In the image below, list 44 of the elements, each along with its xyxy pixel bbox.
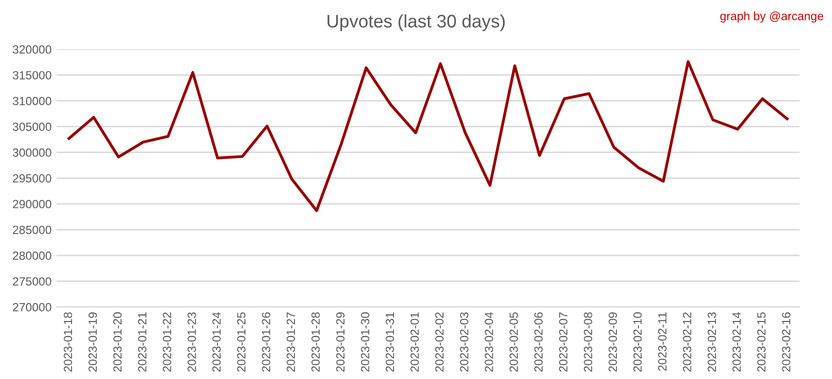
x-tick-label: 2023-02-03 bbox=[460, 312, 468, 372]
y-tick-label: 315000 bbox=[12, 71, 52, 80]
x-tick-label: 2023-01-23 bbox=[188, 312, 196, 372]
x-tick-label: 2023-02-13 bbox=[708, 312, 716, 372]
x-tick-label: 2023-01-30 bbox=[360, 312, 370, 372]
x-tick-label: 2023-02-02 bbox=[435, 312, 444, 372]
x-tick-label: 2023-01-18 bbox=[64, 312, 72, 372]
x-tick-label: 2023-01-24 bbox=[212, 312, 221, 372]
y-tick-label: 285000 bbox=[12, 226, 52, 234]
x-tick-label: 2023-02-14 bbox=[732, 312, 741, 372]
x-tick-label: 2023-01-26 bbox=[262, 312, 270, 372]
x-tick-label: 2023-01-19 bbox=[88, 312, 97, 372]
y-tick-label: 270000 bbox=[12, 303, 52, 312]
y-tick-label: 290000 bbox=[12, 200, 52, 208]
y-tick-label: 310000 bbox=[12, 96, 52, 106]
x-tick-label: 2023-02-08 bbox=[584, 312, 592, 372]
x-tick-label: 2023-02-10 bbox=[633, 312, 642, 372]
x-tick-label: 2023-02-05 bbox=[510, 312, 518, 372]
x-tick-label: 2023-02-15 bbox=[757, 312, 766, 372]
y-tick-label: 305000 bbox=[12, 122, 52, 131]
x-tick-label: 2023-01-27 bbox=[286, 312, 296, 372]
y-tick-label: 275000 bbox=[12, 277, 52, 286]
y-tick-label: 300000 bbox=[12, 148, 52, 157]
x-tick-label: 2023-01-25 bbox=[237, 312, 246, 372]
x-tick-label: 2023-01-28 bbox=[311, 312, 320, 372]
x-tick-label: 2023-01-21 bbox=[138, 312, 146, 372]
y-tick-label: 295000 bbox=[12, 174, 52, 183]
x-tick-label: 2023-02-12 bbox=[682, 312, 692, 372]
y-tick-label: 280000 bbox=[12, 251, 52, 260]
x-tick-label: 2023-02-16 bbox=[782, 312, 790, 372]
x-tick-label: 2023-01-22 bbox=[162, 312, 172, 372]
x-tick-label: 2023-02-01 bbox=[410, 312, 419, 372]
x-tick-label: 2023-01-20 bbox=[113, 312, 122, 372]
line-series bbox=[68, 60, 789, 212]
x-tick-label: 2023-02-06 bbox=[534, 312, 543, 372]
x-tick-label: 2023-02-07 bbox=[559, 312, 568, 372]
y-tick-label: 320000 bbox=[12, 45, 52, 54]
x-tick-label: 2023-01-29 bbox=[336, 312, 345, 372]
x-tick-label: 2023-02-04 bbox=[484, 312, 494, 372]
x-tick-label: 2023-02-09 bbox=[608, 312, 617, 372]
text: graph by @arcange bbox=[720, 12, 824, 23]
chart-title: Upvotes (last 30 days) bbox=[328, 14, 505, 32]
x-tick-label: 2023-02-11 bbox=[658, 312, 667, 371]
x-tick-label: 2023-01-31 bbox=[386, 312, 394, 372]
